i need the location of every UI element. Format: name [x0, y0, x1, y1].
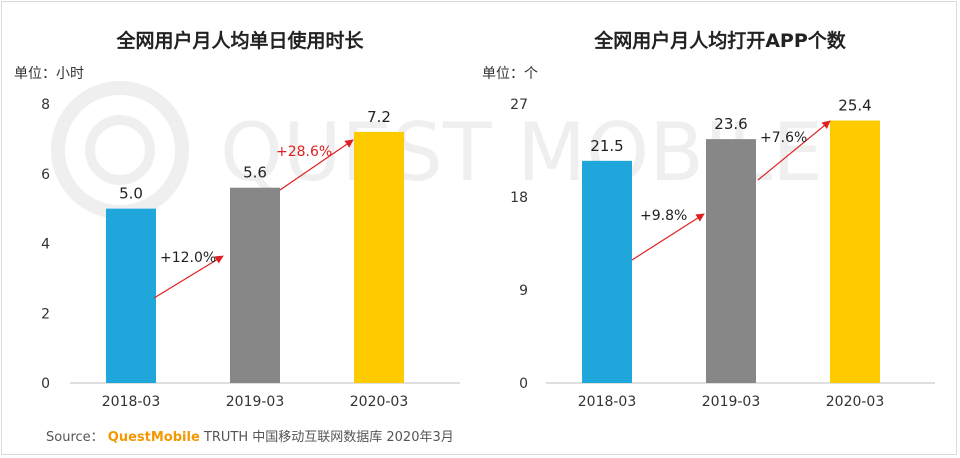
bar-2020-03 [354, 131, 404, 383]
x-category-label: 2019-03 [226, 394, 285, 410]
y-tick-label: 2 [41, 306, 50, 322]
growth-arrow [153, 255, 224, 299]
source-prefix: Source： [46, 430, 104, 445]
x-category-label: 2020-03 [350, 394, 409, 410]
bar-value-label: 7.2 [367, 108, 391, 126]
bar-2019-03 [230, 187, 280, 383]
growth-label: +12.0% [160, 250, 216, 266]
bar-2019-03 [706, 139, 756, 383]
unit-label: 单位：小时 [14, 66, 84, 82]
bar-2018-03 [106, 208, 156, 383]
y-tick-label: 0 [41, 376, 50, 392]
y-tick-label: 18 [510, 190, 528, 206]
x-category-label: 2018-03 [578, 394, 637, 410]
growth-label: +9.8% [640, 208, 687, 224]
y-tick-label: 4 [41, 237, 50, 253]
bar-2018-03 [582, 160, 632, 383]
chart-title: 全网用户月人均单日使用时长 [115, 29, 364, 52]
bar-2020-03 [830, 120, 880, 384]
chart-title: 全网用户月人均打开APP个数 [593, 29, 847, 52]
growth-arrow [631, 213, 705, 261]
growth-label: +28.6% [276, 144, 332, 160]
y-tick-label: 0 [519, 376, 528, 392]
y-tick-label: 8 [41, 97, 50, 113]
unit-label: 单位：个 [482, 66, 538, 82]
growth-label: +7.6% [760, 130, 807, 146]
growth-arrow [757, 120, 831, 181]
source-note: Source： QuestMobile TRUTH 中国移动互联网数据库 202… [46, 426, 454, 445]
y-tick-label: 9 [519, 283, 528, 299]
source-brand: QuestMobile [107, 430, 200, 445]
bar-value-label: 23.6 [714, 115, 747, 133]
y-tick-label: 27 [510, 97, 528, 113]
bar-value-label: 5.0 [119, 185, 143, 203]
bar-value-label: 25.4 [838, 97, 871, 115]
x-category-label: 2020-03 [826, 394, 885, 410]
source-suffix: TRUTH 中国移动互联网数据库 2020年3月 [203, 430, 454, 445]
bar-value-label: 21.5 [590, 137, 623, 155]
x-category-label: 2018-03 [102, 394, 161, 410]
y-tick-label: 6 [41, 167, 50, 183]
x-category-label: 2019-03 [702, 394, 761, 410]
bar-value-label: 5.6 [243, 164, 267, 182]
growth-arrow [279, 139, 354, 191]
